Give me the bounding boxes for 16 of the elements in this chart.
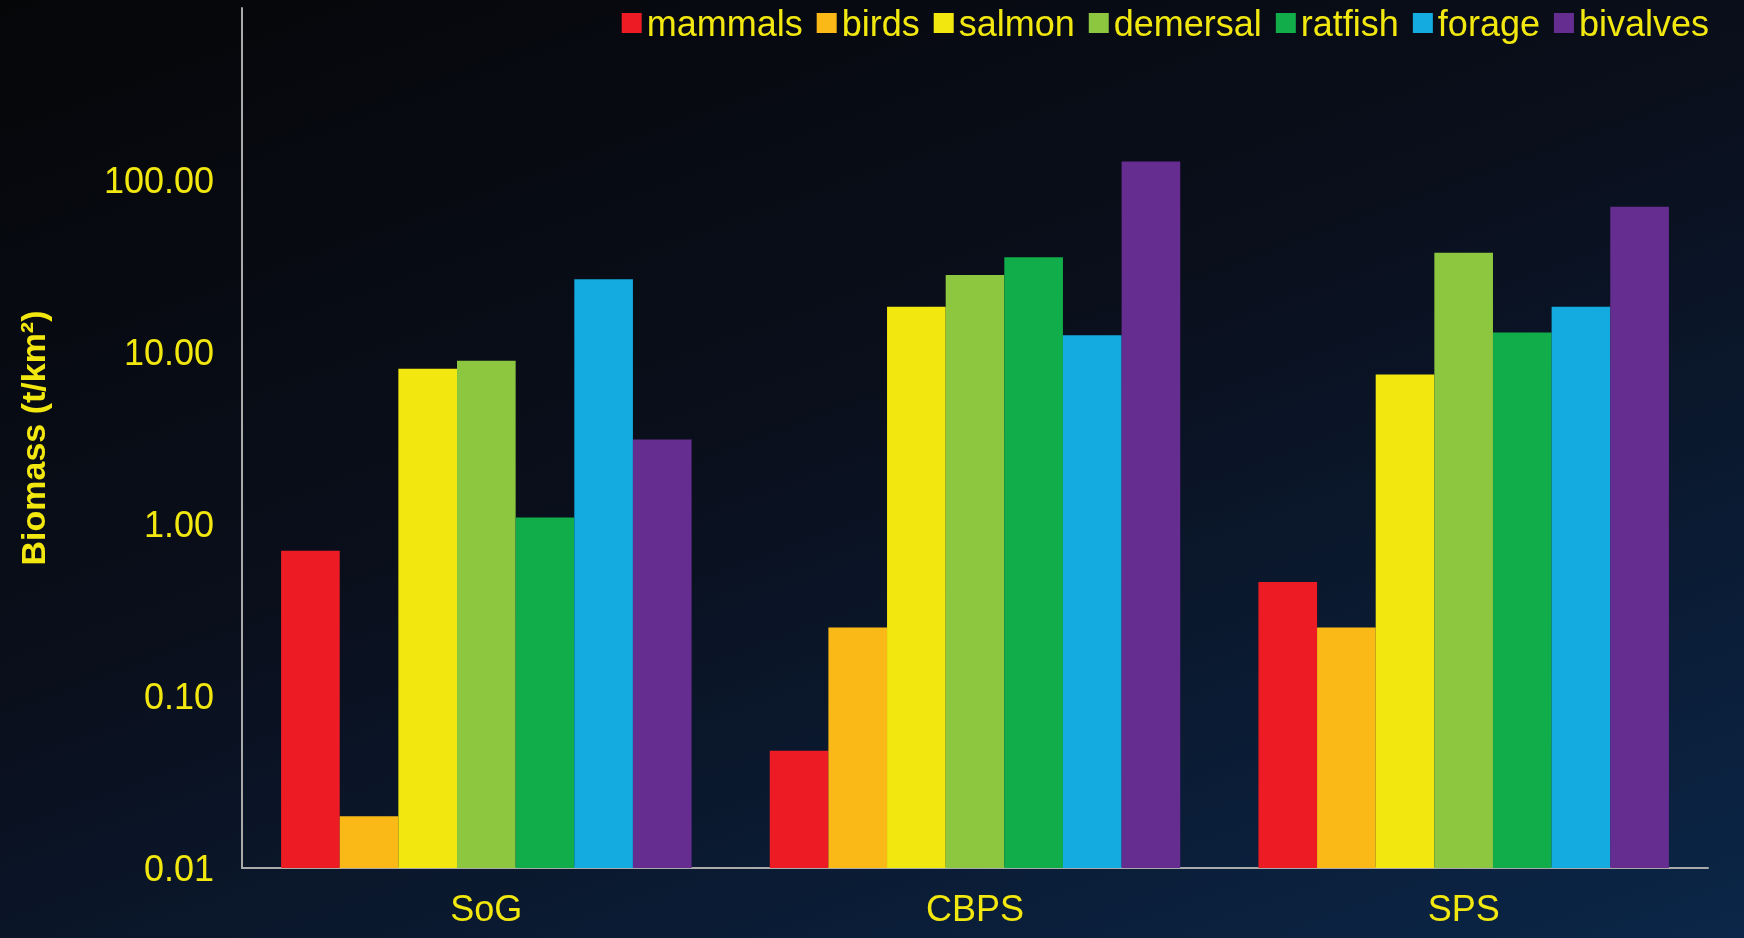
x-tick-label: CBPS [925,887,1025,929]
y-tick-label: 10.00 [123,331,214,373]
y-tick-label: 0.10 [143,675,214,717]
y-axis-title: Biomass (t/km²) [14,310,52,566]
y-tick-label: 0.01 [143,847,214,889]
y-tick-label: 100.00 [103,159,214,201]
legend-label: bivalves [1578,2,1709,44]
legend-label: birds [841,2,920,44]
legend-label: forage [1437,2,1540,44]
legend-label: mammals [646,2,803,44]
y-tick-label: 1.00 [143,503,214,545]
legend-label: salmon [958,2,1075,44]
legend-label: demersal [1113,2,1262,44]
x-tick-label: SPS [1427,887,1500,929]
x-tick-label: SoG [450,887,523,929]
legend-label: ratfish [1300,2,1399,44]
